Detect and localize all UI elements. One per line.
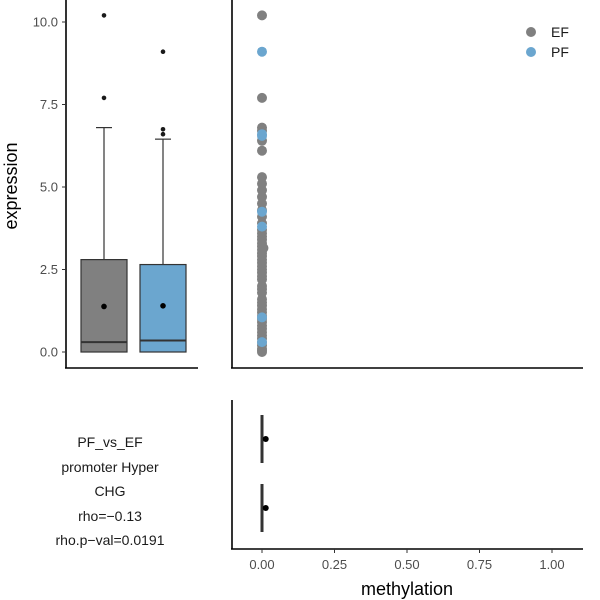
box-outlier (160, 49, 166, 54)
box-outlier (160, 131, 166, 137)
scatter-panel (231, 0, 583, 369)
legend-label-pf: PF (551, 44, 569, 60)
scatter-point-pf (257, 221, 267, 232)
methylation-boxplot-panel: 0.00 0.25 0.50 0.75 1.00 (231, 400, 583, 572)
x-tick-label: 0.75 (467, 557, 492, 572)
y-tick-label: 2.5 (40, 262, 58, 277)
x-tick-label: 1.00 (539, 557, 564, 572)
x-axis-title: methylation (361, 579, 453, 599)
y-tick-label: 0.0 (40, 345, 58, 360)
scatter-point-ef (258, 243, 269, 254)
box-outlier (160, 126, 166, 132)
region-label: promoter Hyper (61, 458, 159, 475)
y-tick-label: 7.5 (40, 97, 58, 112)
legend: EF PF (526, 24, 569, 60)
rho-pvalue: rho.p−val=0.0191 (55, 532, 165, 549)
y-axis-title: expression (1, 142, 21, 229)
x-tick-label: 0.50 (394, 557, 419, 572)
x-tick-label: 0.00 (249, 557, 274, 572)
comparison-label: PF_vs_EF (77, 434, 143, 450)
box-outlier (101, 95, 107, 101)
box-outlier (101, 13, 107, 18)
legend-key-ef (526, 27, 536, 37)
scatter-point-pf (257, 312, 267, 323)
y-tick-label: 5.0 (40, 180, 58, 195)
rho-value: rho=−0.13 (78, 507, 142, 524)
legend-label-ef: EF (551, 24, 569, 40)
expression-boxplot-panel: 0.0 2.5 5.0 7.5 10.0 (33, 0, 198, 369)
scatter-point-pf (257, 206, 267, 217)
x-tick-label: 0.25 (322, 557, 347, 572)
scatter-point-pf (257, 337, 267, 348)
methylation-mean-point (262, 436, 269, 442)
stats-annotation: PF_vs_EF promoter Hyper CHG rho=−0.13 rh… (20, 430, 200, 553)
context-label: CHG (94, 483, 126, 500)
legend-key-pf (526, 47, 536, 57)
scatter-point-ef (257, 10, 267, 21)
box-mean-point (101, 303, 107, 310)
scatter-point-ef (257, 92, 267, 103)
box-mean-point (160, 303, 166, 309)
methylation-mean-point (262, 505, 269, 511)
scatter-point-pf (257, 130, 267, 141)
y-tick-label: 10.0 (33, 15, 58, 30)
scatter-point-pf (257, 46, 267, 57)
scatter-point-ef (257, 347, 267, 357)
scatter-point-ef (257, 145, 267, 156)
